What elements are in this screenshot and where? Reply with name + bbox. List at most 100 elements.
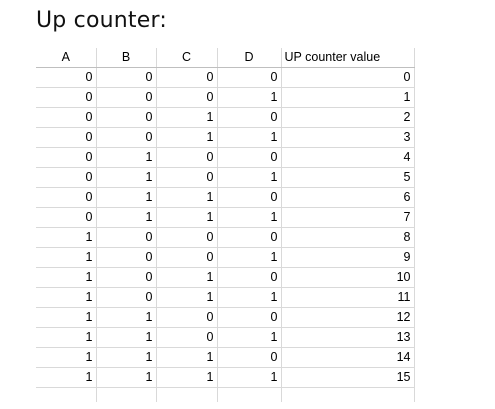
cell-counter-value[interactable]: 5	[281, 167, 415, 188]
table-row: 1 0 1 0 10	[36, 267, 415, 288]
cell-d[interactable]: 1	[217, 127, 282, 148]
cell-d[interactable]: 0	[217, 347, 282, 368]
table-row: 1 0 1 1 11	[36, 287, 415, 308]
empty-cell[interactable]	[156, 387, 218, 402]
cell-a[interactable]: 0	[36, 167, 97, 188]
cell-d[interactable]: 1	[217, 287, 282, 308]
cell-b[interactable]: 0	[96, 127, 157, 148]
cell-a[interactable]: 0	[36, 187, 97, 208]
cell-b[interactable]: 0	[96, 247, 157, 268]
cell-counter-value[interactable]: 3	[281, 127, 415, 148]
cell-counter-value[interactable]: 7	[281, 207, 415, 228]
page-title: Up counter:	[36, 8, 167, 33]
cell-b[interactable]: 0	[96, 227, 157, 248]
column-header-b[interactable]: B	[96, 48, 157, 68]
cell-b[interactable]: 0	[96, 67, 157, 88]
cell-c[interactable]: 0	[156, 147, 218, 168]
cell-counter-value[interactable]: 4	[281, 147, 415, 168]
cell-b[interactable]: 1	[96, 187, 157, 208]
cell-d[interactable]: 1	[217, 87, 282, 108]
cell-counter-value[interactable]: 10	[281, 267, 415, 288]
cell-c[interactable]: 0	[156, 67, 218, 88]
empty-cell[interactable]	[96, 387, 157, 402]
cell-c[interactable]: 0	[156, 167, 218, 188]
column-header-d[interactable]: D	[217, 48, 282, 68]
cell-c[interactable]: 1	[156, 127, 218, 148]
cell-a[interactable]: 1	[36, 227, 97, 248]
cell-c[interactable]: 1	[156, 107, 218, 128]
cell-b[interactable]: 1	[96, 367, 157, 388]
cell-counter-value[interactable]: 2	[281, 107, 415, 128]
cell-b[interactable]: 0	[96, 87, 157, 108]
cell-c[interactable]: 0	[156, 227, 218, 248]
cell-c[interactable]: 1	[156, 267, 218, 288]
cell-c[interactable]: 1	[156, 347, 218, 368]
cell-a[interactable]: 0	[36, 87, 97, 108]
cell-counter-value[interactable]: 14	[281, 347, 415, 368]
cell-b[interactable]: 1	[96, 167, 157, 188]
cell-c[interactable]: 1	[156, 207, 218, 228]
cell-a[interactable]: 1	[36, 367, 97, 388]
cell-counter-value[interactable]: 15	[281, 367, 415, 388]
empty-cell[interactable]	[36, 387, 97, 402]
cell-d[interactable]: 0	[217, 267, 282, 288]
cell-a[interactable]: 0	[36, 67, 97, 88]
cell-a[interactable]: 1	[36, 347, 97, 368]
cell-b[interactable]: 1	[96, 207, 157, 228]
column-header-a[interactable]: A	[36, 48, 97, 68]
cell-a[interactable]: 0	[36, 107, 97, 128]
empty-cell[interactable]	[217, 387, 282, 402]
cell-counter-value[interactable]: 8	[281, 227, 415, 248]
cell-b[interactable]: 1	[96, 347, 157, 368]
cell-d[interactable]: 1	[217, 367, 282, 388]
empty-cell[interactable]	[281, 387, 415, 402]
cell-d[interactable]: 1	[217, 327, 282, 348]
cell-d[interactable]: 0	[217, 307, 282, 328]
cell-b[interactable]: 1	[96, 147, 157, 168]
cell-c[interactable]: 0	[156, 327, 218, 348]
cell-b[interactable]: 1	[96, 327, 157, 348]
cell-c[interactable]: 1	[156, 367, 218, 388]
cell-c[interactable]: 0	[156, 247, 218, 268]
cell-a[interactable]: 1	[36, 287, 97, 308]
cell-d[interactable]: 0	[217, 147, 282, 168]
table-row: 1 1 1 1 15	[36, 367, 415, 388]
cell-c[interactable]: 1	[156, 187, 218, 208]
cell-c[interactable]: 0	[156, 307, 218, 328]
column-header-counter-value[interactable]: UP counter value	[281, 48, 415, 68]
cell-a[interactable]: 0	[36, 207, 97, 228]
cell-a[interactable]: 1	[36, 267, 97, 288]
header-row: A B C D UP counter value	[36, 48, 415, 68]
cell-d[interactable]: 0	[217, 187, 282, 208]
cell-counter-value[interactable]: 9	[281, 247, 415, 268]
cell-b[interactable]: 1	[96, 307, 157, 328]
cell-d[interactable]: 0	[217, 227, 282, 248]
cell-a[interactable]: 0	[36, 147, 97, 168]
cell-c[interactable]: 0	[156, 87, 218, 108]
cell-a[interactable]: 1	[36, 327, 97, 348]
cell-counter-value[interactable]: 13	[281, 327, 415, 348]
column-header-c[interactable]: C	[156, 48, 218, 68]
cell-d[interactable]: 0	[217, 67, 282, 88]
cell-counter-value[interactable]: 6	[281, 187, 415, 208]
cell-d[interactable]: 1	[217, 207, 282, 228]
cell-c[interactable]: 1	[156, 287, 218, 308]
cell-a[interactable]: 1	[36, 247, 97, 268]
cell-b[interactable]: 0	[96, 287, 157, 308]
cell-b[interactable]: 0	[96, 267, 157, 288]
cell-counter-value[interactable]: 0	[281, 67, 415, 88]
cell-a[interactable]: 0	[36, 127, 97, 148]
cell-b[interactable]: 0	[96, 107, 157, 128]
cell-d[interactable]: 1	[217, 247, 282, 268]
cell-d[interactable]: 0	[217, 107, 282, 128]
cell-a[interactable]: 1	[36, 307, 97, 328]
cell-counter-value[interactable]: 12	[281, 307, 415, 328]
cell-d[interactable]: 1	[217, 167, 282, 188]
cell-counter-value[interactable]: 11	[281, 287, 415, 308]
cell-counter-value[interactable]: 1	[281, 87, 415, 108]
